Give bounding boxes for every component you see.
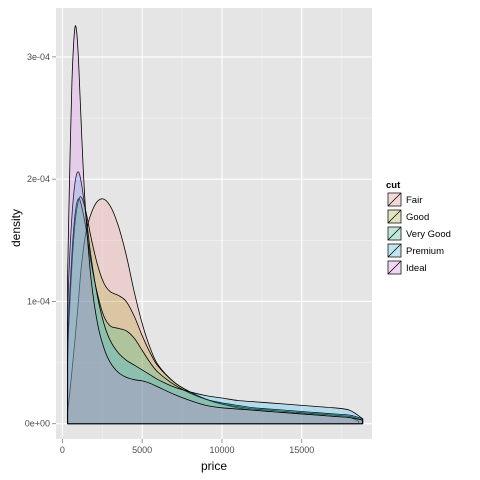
y-tick-label: 3e-04 (27, 52, 50, 62)
legend-item-premium: Premium (386, 242, 444, 259)
y-tick-label: 0e+00 (25, 419, 50, 429)
x-tick-label: 0 (60, 445, 65, 455)
x-tick-label: 10000 (209, 445, 234, 455)
legend-label-ideal: Ideal (406, 263, 427, 274)
x-axis-ticks: 0 5000 10000 15000 (60, 439, 314, 455)
legend-items: Fair Good Very Good Premium Ideal (386, 191, 451, 276)
legend-item-ideal: Ideal (386, 259, 427, 276)
minor-gridlines (56, 8, 372, 439)
legend-label-very-good: Very Good (406, 229, 451, 240)
legend-title: cut (386, 180, 401, 191)
x-tick-label: 5000 (132, 445, 152, 455)
y-axis-title: density (9, 209, 23, 247)
legend-item-fair: Fair (386, 191, 422, 208)
density-area-very-good (67, 198, 364, 425)
legend-key-line (387, 209, 402, 224)
y-tick-label: 1e-04 (27, 296, 50, 306)
legend-key-line (387, 192, 402, 207)
legend-item-very-good: Very Good (386, 225, 451, 242)
legend-item-good: Good (386, 208, 429, 225)
legend-key-line (387, 260, 402, 275)
density-series (67, 25, 364, 425)
legend-key-line (387, 226, 402, 241)
x-axis-title: price (201, 459, 227, 473)
y-axis-ticks: 0e+00 1e-04 2e-04 3e-04 (25, 52, 56, 429)
y-tick-label: 2e-04 (27, 174, 50, 184)
plot-panel (56, 8, 372, 439)
legend-label-good: Good (406, 212, 429, 223)
legend: cut Fair Good Very Good Premium Ideal (386, 180, 451, 276)
density-area-ideal (67, 25, 363, 425)
legend-label-fair: Fair (406, 195, 422, 206)
density-area-good (67, 196, 363, 425)
x-tick-label: 15000 (289, 445, 314, 455)
density-area-premium (67, 171, 364, 425)
legend-label-premium: Premium (406, 246, 444, 257)
legend-key-line (387, 243, 402, 258)
